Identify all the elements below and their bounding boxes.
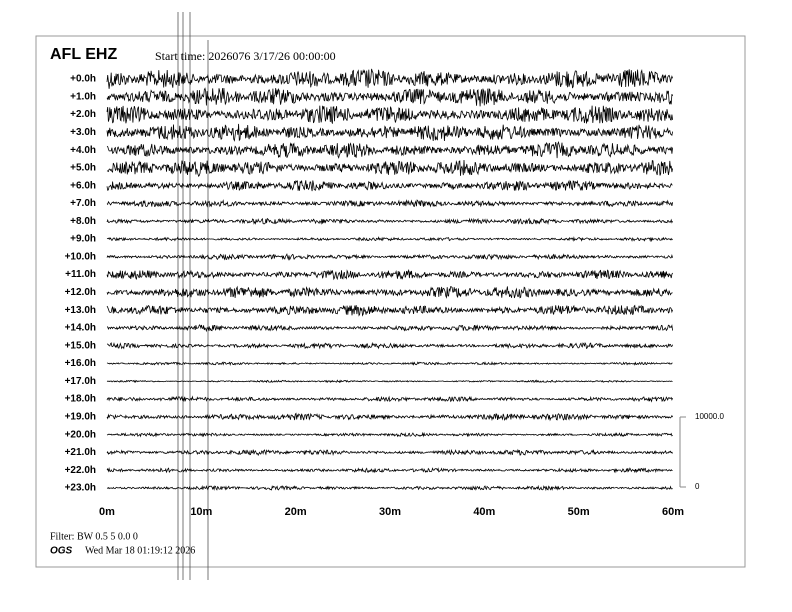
- trace: [106, 253, 673, 261]
- trace: [106, 236, 673, 243]
- frame: [35, 35, 746, 568]
- row-label: +7.0h: [70, 198, 96, 209]
- x-tick-label: 50m: [568, 506, 590, 518]
- row-label: +15.0h: [65, 340, 96, 351]
- row-label: +2.0h: [70, 109, 96, 120]
- row-label: +1.0h: [70, 91, 96, 102]
- row-label: +0.0h: [70, 74, 96, 85]
- x-tick-label: 40m: [473, 506, 495, 518]
- trace: [106, 68, 673, 89]
- row-label: +4.0h: [70, 145, 96, 156]
- scale-label: 0: [695, 482, 700, 491]
- row-label: +11.0h: [65, 269, 96, 280]
- row-label: +13.0h: [65, 305, 96, 316]
- row-label: +21.0h: [65, 447, 96, 458]
- row-label: +17.0h: [65, 376, 96, 387]
- x-tick-label: 60m: [662, 506, 684, 518]
- row-label: +16.0h: [65, 358, 96, 369]
- trace: [106, 484, 673, 492]
- row-label: +14.0h: [65, 323, 96, 334]
- trace: [106, 285, 673, 299]
- trace: [106, 269, 673, 281]
- trace: [106, 412, 673, 422]
- row-label: +6.0h: [70, 180, 96, 191]
- row-label: +8.0h: [70, 216, 96, 227]
- x-tick-label: 30m: [379, 506, 401, 518]
- row-label: +12.0h: [65, 287, 96, 298]
- trace: [106, 179, 673, 192]
- row-label: +18.0h: [65, 394, 96, 405]
- row-label: +10.0h: [65, 251, 96, 262]
- x-tick-label: 0m: [99, 506, 115, 518]
- trace: [106, 467, 673, 474]
- filter-text: Filter: BW 0.5 5 0.0 0: [50, 531, 138, 542]
- trace: [106, 217, 673, 225]
- row-label: +5.0h: [70, 163, 96, 174]
- row-label: +22.0h: [65, 465, 96, 476]
- trace: [106, 141, 673, 159]
- x-tick-label: 10m: [190, 506, 212, 518]
- row-label: +3.0h: [70, 127, 96, 138]
- chart-title: AFL EHZ: [50, 46, 117, 63]
- x-tick-label: 20m: [285, 506, 307, 518]
- org-text: OGS: [50, 546, 73, 557]
- trace: [106, 379, 673, 384]
- trace: [106, 361, 673, 367]
- trace: [106, 123, 673, 142]
- chart-subtitle: Start time: 2026076 3/17/26 00:00:00: [155, 49, 336, 63]
- trace: [106, 395, 673, 403]
- trace: [107, 324, 673, 333]
- trace: [106, 431, 673, 438]
- row-label: +23.0h: [65, 483, 96, 494]
- trace: [106, 304, 673, 317]
- scale-label: 10000.0: [695, 412, 724, 421]
- trace: [106, 199, 673, 208]
- row-label: +20.0h: [65, 429, 96, 440]
- trace: [106, 87, 673, 107]
- trace: [106, 105, 673, 124]
- trace: [106, 341, 673, 350]
- row-label: +19.0h: [65, 412, 96, 423]
- trace: [106, 448, 673, 457]
- date-text: Wed Mar 18 01:19:12 2026: [85, 545, 195, 556]
- trace: [106, 159, 673, 178]
- row-label: +9.0h: [70, 234, 96, 245]
